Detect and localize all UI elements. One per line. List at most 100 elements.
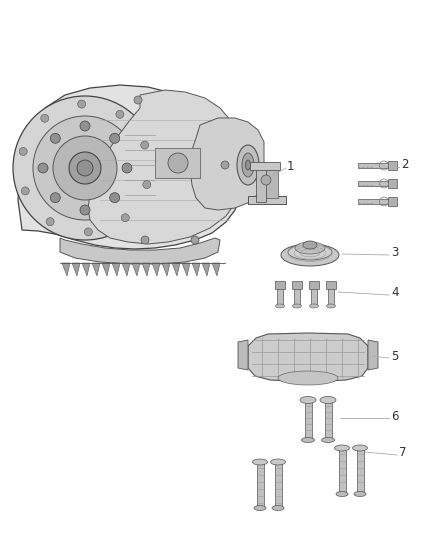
Ellipse shape <box>326 304 336 308</box>
Text: 1: 1 <box>287 159 294 173</box>
Circle shape <box>13 96 157 240</box>
Ellipse shape <box>354 491 366 497</box>
Circle shape <box>110 193 120 203</box>
Circle shape <box>69 152 101 184</box>
Bar <box>388 179 397 188</box>
Polygon shape <box>112 263 120 276</box>
Bar <box>275 462 282 508</box>
Polygon shape <box>18 85 242 249</box>
Ellipse shape <box>300 397 316 403</box>
Polygon shape <box>132 263 140 276</box>
Bar <box>339 448 346 494</box>
Ellipse shape <box>252 459 268 465</box>
Circle shape <box>143 181 151 189</box>
Bar <box>155 148 200 178</box>
Circle shape <box>78 100 86 108</box>
Circle shape <box>77 160 93 176</box>
Ellipse shape <box>336 491 348 497</box>
Circle shape <box>80 205 90 215</box>
Bar <box>304 400 311 440</box>
Polygon shape <box>82 263 90 276</box>
Ellipse shape <box>278 371 338 385</box>
Polygon shape <box>60 238 220 264</box>
Text: 6: 6 <box>391 409 399 423</box>
Polygon shape <box>190 118 264 210</box>
Text: 4: 4 <box>391 287 399 300</box>
Polygon shape <box>248 333 368 382</box>
Bar <box>275 281 285 289</box>
Bar <box>294 288 300 306</box>
Bar <box>326 281 336 289</box>
Text: 3: 3 <box>391 246 399 260</box>
Circle shape <box>80 121 90 131</box>
Bar <box>292 281 302 289</box>
Bar <box>257 462 264 508</box>
Bar <box>325 400 332 440</box>
Bar <box>328 288 334 306</box>
Polygon shape <box>142 263 150 276</box>
Circle shape <box>116 110 124 118</box>
Ellipse shape <box>276 304 285 308</box>
Polygon shape <box>266 170 278 198</box>
Circle shape <box>134 96 142 104</box>
Ellipse shape <box>288 244 332 260</box>
Bar <box>388 161 397 170</box>
Ellipse shape <box>335 445 350 451</box>
Circle shape <box>50 133 60 143</box>
Bar <box>250 162 280 170</box>
Ellipse shape <box>320 397 336 403</box>
Polygon shape <box>92 263 100 276</box>
Circle shape <box>122 163 132 173</box>
Bar <box>358 199 394 204</box>
Bar <box>309 281 319 289</box>
Circle shape <box>141 141 149 149</box>
Polygon shape <box>212 263 220 276</box>
Circle shape <box>168 153 188 173</box>
Text: 5: 5 <box>391 350 399 362</box>
Polygon shape <box>102 263 110 276</box>
Polygon shape <box>192 263 200 276</box>
Ellipse shape <box>237 145 259 185</box>
Text: 2: 2 <box>401 157 409 171</box>
Polygon shape <box>182 263 190 276</box>
Bar <box>311 288 317 306</box>
Text: 7: 7 <box>399 447 406 459</box>
Bar <box>256 168 266 202</box>
Circle shape <box>110 133 120 143</box>
Ellipse shape <box>353 445 367 451</box>
Bar <box>358 163 394 168</box>
Polygon shape <box>162 263 170 276</box>
Circle shape <box>21 187 29 195</box>
Ellipse shape <box>272 505 284 511</box>
Polygon shape <box>72 263 80 276</box>
Circle shape <box>221 161 229 169</box>
Ellipse shape <box>281 244 339 266</box>
Polygon shape <box>88 90 240 244</box>
Ellipse shape <box>242 153 254 177</box>
Circle shape <box>261 175 271 185</box>
Bar <box>277 288 283 306</box>
Circle shape <box>85 228 92 236</box>
Bar <box>248 196 286 204</box>
Polygon shape <box>368 340 378 370</box>
Bar <box>388 197 397 206</box>
Ellipse shape <box>246 160 251 170</box>
Ellipse shape <box>301 438 314 442</box>
Ellipse shape <box>254 505 266 511</box>
Circle shape <box>19 148 27 156</box>
Polygon shape <box>152 263 160 276</box>
Ellipse shape <box>310 304 318 308</box>
Polygon shape <box>202 263 210 276</box>
Circle shape <box>191 236 199 244</box>
Ellipse shape <box>295 242 325 254</box>
Ellipse shape <box>303 241 317 249</box>
Circle shape <box>50 193 60 203</box>
Circle shape <box>41 114 49 122</box>
Bar <box>358 181 394 186</box>
Polygon shape <box>62 263 70 276</box>
Ellipse shape <box>271 459 286 465</box>
Polygon shape <box>122 263 130 276</box>
Circle shape <box>46 217 54 225</box>
Ellipse shape <box>321 438 335 442</box>
Circle shape <box>38 163 48 173</box>
